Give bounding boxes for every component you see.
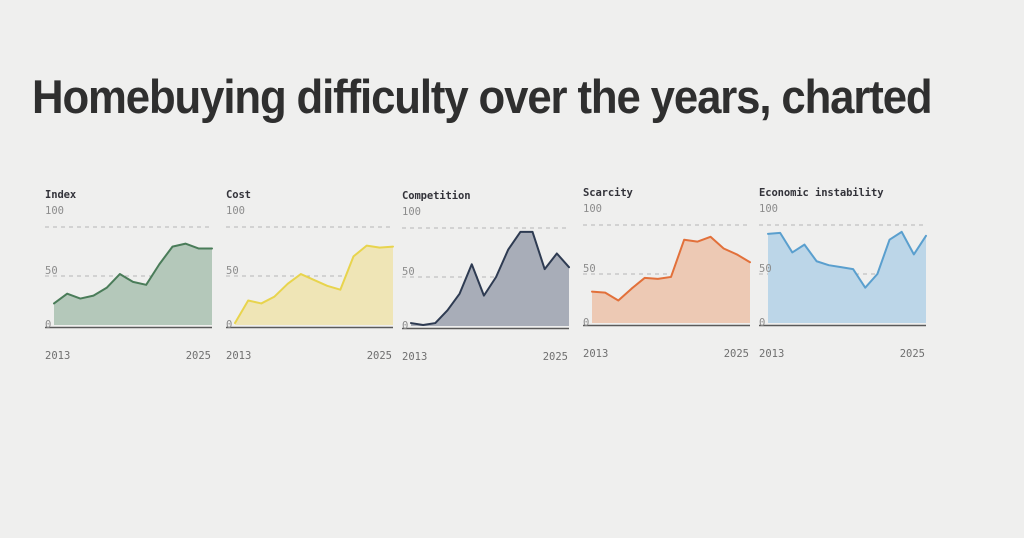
chart-panel-economic-instability: Economic instability 100 50 0 2013 2025 xyxy=(752,187,927,363)
chart-panel-title: Index xyxy=(45,189,77,201)
area-line xyxy=(53,242,213,305)
plot-area: 100 50 0 xyxy=(752,203,927,345)
area-fill xyxy=(592,236,750,323)
area-fill xyxy=(235,245,393,325)
chart-panel-title: Scarcity xyxy=(583,187,633,199)
plot-area: 100 50 0 xyxy=(576,203,751,345)
area-fill xyxy=(411,231,569,326)
plot-area: 100 50 0 xyxy=(395,206,570,348)
x-axis-labels: 2013 2025 xyxy=(576,345,751,363)
chart-panel-title: Cost xyxy=(226,189,251,201)
area-chart-svg xyxy=(759,224,927,327)
x-axis-labels: 2013 2025 xyxy=(219,347,394,365)
plot-area: 100 50 0 xyxy=(219,205,394,347)
page-title: Homebuying difficulty over the years, ch… xyxy=(32,70,933,124)
x-axis-end-label: 2025 xyxy=(723,348,749,360)
area-line xyxy=(410,230,570,327)
chart-panel-index: Index 100 50 0 2013 2025 xyxy=(38,189,213,365)
chart-panel-scarcity: Scarcity 100 50 0 2013 2025 xyxy=(576,187,751,363)
x-axis-end-label: 2025 xyxy=(899,348,925,360)
x-axis-start-label: 2013 xyxy=(759,348,785,360)
x-axis-labels: 2013 2025 xyxy=(38,347,213,365)
plot-area: 100 50 0 xyxy=(38,205,213,347)
x-axis-labels: 2013 2025 xyxy=(395,348,570,366)
x-axis-end-label: 2025 xyxy=(542,351,568,363)
chart-panel-title: Economic instability xyxy=(759,187,884,199)
area-chart-svg xyxy=(45,226,213,329)
x-axis-start-label: 2013 xyxy=(402,351,428,363)
area-fill xyxy=(54,243,212,325)
chart-panel-competition: Competition 100 50 0 2013 2025 xyxy=(395,190,570,366)
area-line xyxy=(767,230,927,289)
area-chart-svg xyxy=(583,224,751,327)
x-axis-start-label: 2013 xyxy=(226,350,252,362)
area-fill xyxy=(768,231,926,323)
x-axis-start-label: 2013 xyxy=(583,348,609,360)
x-axis-labels: 2013 2025 xyxy=(752,345,927,363)
area-line xyxy=(591,235,751,302)
area-chart-svg xyxy=(226,226,394,329)
chart-panel-title: Competition xyxy=(402,190,471,202)
area-chart-svg xyxy=(402,227,570,330)
x-axis-end-label: 2025 xyxy=(185,350,211,362)
area-line xyxy=(234,244,394,325)
x-axis-start-label: 2013 xyxy=(45,350,71,362)
chart-panel-cost: Cost 100 50 0 2013 2025 xyxy=(219,189,394,365)
x-axis-end-label: 2025 xyxy=(366,350,392,362)
